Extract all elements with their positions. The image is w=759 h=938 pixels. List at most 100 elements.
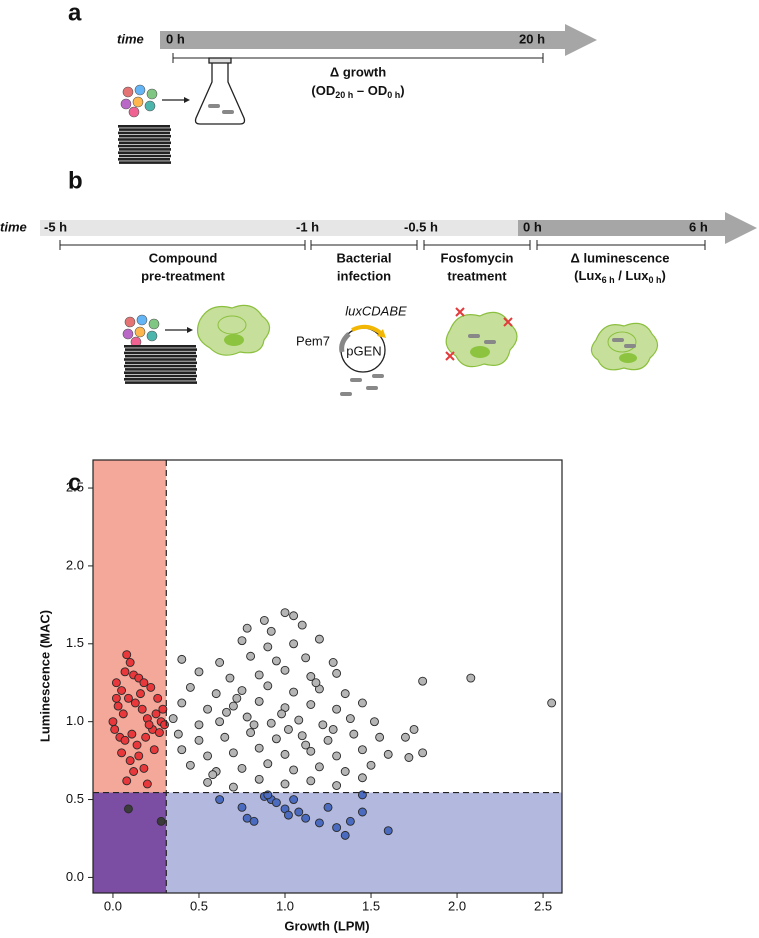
y-tick-label: 0.0 bbox=[66, 869, 84, 884]
plate bbox=[118, 144, 170, 148]
data-point bbox=[349, 729, 359, 739]
plate bbox=[118, 125, 170, 128]
arrow bbox=[165, 327, 193, 333]
data-point bbox=[332, 751, 342, 761]
data-point bbox=[237, 763, 247, 773]
data-point bbox=[154, 728, 164, 738]
data-point bbox=[289, 687, 299, 697]
measure-title: Δ luminescence bbox=[571, 250, 670, 265]
data-point bbox=[215, 717, 225, 727]
y-tick-label: 1.0 bbox=[66, 713, 84, 728]
plate bbox=[125, 348, 197, 351]
data-point bbox=[118, 709, 128, 719]
data-point bbox=[127, 729, 137, 739]
bracket bbox=[172, 53, 544, 63]
compound-dot bbox=[128, 106, 140, 118]
data-point bbox=[289, 795, 299, 804]
data-point bbox=[122, 776, 132, 786]
data-point bbox=[228, 748, 238, 758]
data-point bbox=[340, 830, 350, 840]
data-point bbox=[254, 670, 264, 680]
measure-title: Δ growth bbox=[330, 64, 386, 79]
plate bbox=[118, 131, 170, 135]
data-point bbox=[400, 732, 410, 742]
brackets bbox=[59, 240, 706, 250]
data-point bbox=[136, 689, 145, 699]
compound-dot bbox=[136, 314, 148, 326]
cell-icon bbox=[590, 322, 659, 371]
cell-icon bbox=[197, 304, 271, 356]
plate bbox=[125, 374, 197, 378]
data-point bbox=[108, 717, 118, 727]
data-point bbox=[404, 753, 414, 762]
step-label: Compound bbox=[149, 250, 218, 265]
plate bbox=[119, 161, 171, 164]
data-point bbox=[357, 698, 367, 708]
data-point bbox=[142, 779, 152, 789]
data-point bbox=[306, 746, 316, 756]
data-point bbox=[194, 735, 204, 745]
data-point bbox=[129, 767, 139, 776]
time-arrow bbox=[518, 212, 757, 244]
data-point bbox=[132, 740, 142, 750]
data-point bbox=[357, 807, 367, 817]
measure-formula: (OD20 h – OD0 h) bbox=[311, 83, 404, 100]
step-label: infection bbox=[337, 268, 391, 283]
time-tick: 0 h bbox=[523, 219, 542, 234]
x-tick-label: 2.0 bbox=[448, 898, 466, 913]
data-point bbox=[294, 807, 304, 817]
y-tick-label: 0.5 bbox=[66, 791, 84, 806]
data-point bbox=[208, 770, 218, 780]
compound-dot bbox=[146, 330, 158, 342]
plate bbox=[118, 158, 170, 161]
region-low-growth bbox=[93, 460, 167, 793]
data-point bbox=[123, 804, 133, 814]
data-point bbox=[297, 731, 307, 741]
data-point bbox=[383, 749, 393, 759]
data-point bbox=[283, 725, 293, 734]
data-point bbox=[249, 720, 259, 730]
data-point bbox=[185, 760, 195, 770]
data-point bbox=[297, 620, 307, 630]
data-point bbox=[306, 700, 316, 709]
time-tick: 6 h bbox=[689, 219, 708, 234]
data-point bbox=[130, 698, 140, 708]
step-label: Fosfomycin bbox=[441, 250, 514, 265]
plate bbox=[124, 364, 196, 368]
step-label: treatment bbox=[447, 268, 507, 283]
flask-icon bbox=[194, 57, 246, 125]
data-point bbox=[246, 728, 256, 738]
data-point bbox=[306, 776, 316, 786]
data-point bbox=[370, 717, 379, 727]
data-point bbox=[263, 642, 273, 652]
x-tick-label: 1.0 bbox=[276, 898, 294, 913]
data-point bbox=[237, 686, 247, 695]
data-point bbox=[271, 656, 281, 666]
data-point bbox=[332, 668, 342, 678]
data-point bbox=[144, 720, 154, 730]
data-point bbox=[111, 678, 121, 688]
data-point bbox=[254, 696, 264, 706]
data-point bbox=[156, 816, 166, 826]
data-point bbox=[246, 651, 256, 661]
operon-label: luxCDABE bbox=[345, 303, 407, 318]
data-point bbox=[301, 653, 311, 663]
data-point bbox=[280, 665, 290, 675]
data-point bbox=[203, 751, 213, 761]
data-point bbox=[117, 686, 127, 695]
compound-dot bbox=[148, 318, 160, 330]
data-point bbox=[332, 823, 342, 833]
data-point bbox=[139, 678, 149, 688]
data-point bbox=[271, 798, 281, 808]
panel-label: c bbox=[68, 469, 81, 496]
data-point bbox=[125, 658, 135, 667]
y-tick-label: 2.5 bbox=[66, 479, 84, 494]
data-point bbox=[294, 715, 304, 725]
plate bbox=[118, 151, 170, 154]
data-point bbox=[242, 712, 252, 722]
plate bbox=[118, 138, 170, 141]
data-point bbox=[177, 745, 187, 755]
time-label: time bbox=[117, 31, 144, 46]
data-point bbox=[306, 672, 316, 681]
compound-dot bbox=[132, 96, 144, 108]
